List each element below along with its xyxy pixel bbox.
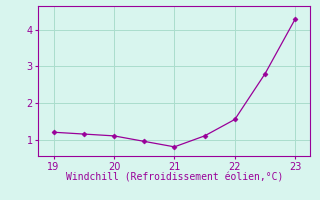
X-axis label: Windchill (Refroidissement éolien,°C): Windchill (Refroidissement éolien,°C) (66, 173, 283, 183)
